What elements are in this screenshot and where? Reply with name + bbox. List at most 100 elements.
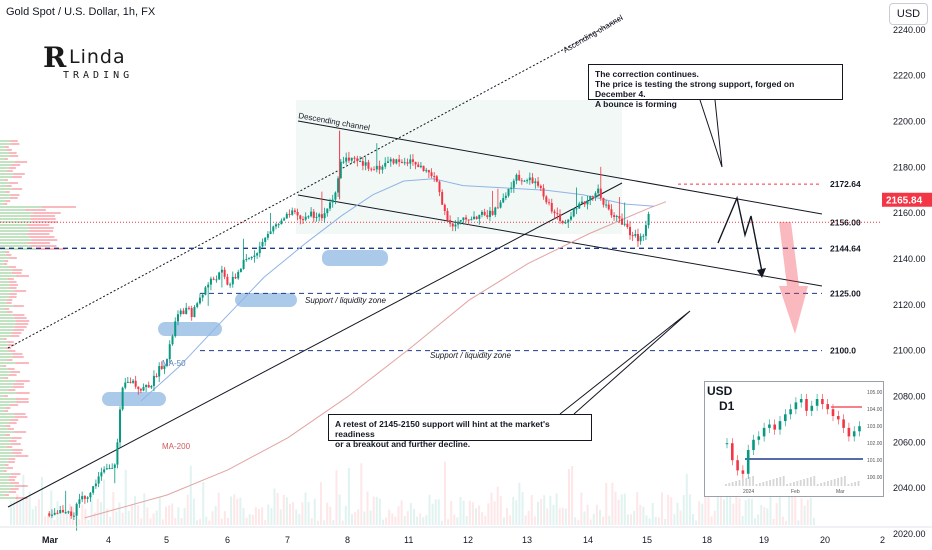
volume-profile-bar	[9, 284, 18, 286]
candle-body	[373, 169, 376, 171]
volume-bar	[577, 520, 580, 525]
volume-bar	[664, 518, 667, 525]
price-tick-label: 2020.00	[893, 529, 926, 539]
volume-bar	[47, 514, 50, 525]
candle-body	[171, 336, 174, 345]
volume-profile-bar	[0, 380, 17, 382]
volume-bar	[273, 488, 276, 525]
volume-bar	[775, 503, 778, 525]
candle-body	[150, 385, 153, 388]
volume-profile-bar	[30, 215, 56, 217]
volume-profile-bar	[11, 371, 21, 373]
callout-top-line3: A bounce is forming	[595, 99, 677, 109]
volume-profile-bar	[10, 488, 19, 490]
inset-volume-bar	[759, 483, 761, 486]
volume-profile-bar	[0, 143, 11, 145]
currency-button[interactable]: USD	[889, 3, 928, 25]
volume-profile-bar	[7, 341, 14, 343]
volume-profile-bar	[0, 314, 14, 316]
candle-body	[403, 162, 406, 164]
candle-body	[209, 278, 212, 285]
price-tick-label: 2080.00	[893, 391, 926, 401]
volume-profile-bar	[0, 353, 13, 355]
volume-profile-bar	[7, 278, 14, 280]
inset-candle-body	[805, 399, 808, 411]
candle-body	[356, 158, 359, 162]
inset-volume-bar	[731, 482, 734, 486]
volume-profile-bar	[0, 278, 8, 280]
volume-bar	[28, 491, 31, 525]
volume-profile-bar	[0, 272, 12, 274]
candle-body	[212, 278, 215, 280]
volume-profile-bar	[0, 344, 9, 346]
volume-bar	[10, 501, 12, 525]
candle-body	[53, 512, 56, 515]
volume-bar	[90, 495, 93, 525]
inset-candle-body	[837, 416, 840, 420]
volume-bar	[543, 495, 546, 525]
candle-body	[318, 214, 321, 217]
volume-profile-bar	[0, 308, 6, 310]
descending-channel-lower	[297, 194, 823, 287]
volume-bar	[719, 484, 722, 525]
inset-volume-bar	[772, 479, 775, 486]
candle-body	[237, 271, 240, 279]
candle-body	[441, 192, 444, 205]
volume-profile-bar	[0, 290, 15, 292]
volume-profile-bar	[0, 377, 5, 379]
volume-profile-bar	[10, 419, 19, 421]
candle-body	[561, 221, 564, 223]
volume-profile-bar	[9, 197, 18, 199]
candle-body	[465, 217, 468, 220]
volume-bar	[419, 513, 422, 525]
inset-volume-bar	[728, 483, 731, 486]
inset-time-tick: Mar	[836, 489, 845, 495]
candle-body	[631, 235, 634, 237]
time-tick-label: 13	[522, 535, 532, 545]
candle-body	[291, 210, 294, 215]
candle-body	[520, 180, 523, 182]
volume-profile-bar	[8, 167, 16, 169]
candle-body	[475, 216, 478, 219]
candle-body	[378, 165, 381, 170]
volume-bar	[96, 499, 99, 525]
volume-bar	[53, 519, 56, 525]
volume-profile-bar	[6, 254, 12, 256]
inset-volume-bar	[833, 479, 836, 486]
time-tick-label: 19	[759, 535, 769, 545]
candle-body	[155, 375, 158, 377]
volume-bar	[546, 508, 549, 525]
volume-profile-bar	[10, 194, 20, 196]
inset-volume-bar	[738, 480, 741, 486]
brand-logo: R Linda TRADING	[35, 41, 129, 88]
candle-body	[618, 215, 621, 219]
volume-bar	[673, 514, 676, 525]
candle-body	[610, 209, 613, 216]
time-tick-label: 18	[702, 535, 712, 545]
candle-body	[229, 284, 232, 286]
candle-body	[258, 246, 261, 254]
volume-profile-bar	[13, 356, 24, 358]
volume-profile-bar	[4, 395, 8, 397]
volume-profile-bar	[0, 401, 16, 403]
time-tick-label: 8	[345, 535, 350, 545]
inset-volume-bar	[779, 477, 782, 486]
volume-bar	[667, 494, 670, 525]
candle-body	[427, 170, 430, 173]
volume-profile-bar	[9, 296, 17, 298]
volume-bar	[707, 493, 710, 525]
volume-profile-bar	[0, 293, 10, 295]
volume-bar	[679, 510, 682, 525]
volume-bar	[698, 501, 701, 525]
liquidity-zone	[322, 250, 388, 266]
volume-bar	[329, 506, 332, 525]
volume-profile-bar	[13, 386, 24, 388]
volume-bar	[369, 510, 372, 525]
volume-bar	[431, 503, 434, 525]
volume-profile-bar	[0, 392, 17, 394]
candle-body	[350, 157, 353, 161]
price-tick-label: 2200.00	[893, 116, 926, 126]
candle-body	[591, 196, 594, 198]
candle-body	[438, 181, 441, 193]
